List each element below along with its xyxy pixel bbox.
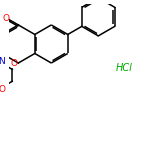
Text: O: O	[3, 14, 10, 23]
Text: O: O	[0, 85, 5, 94]
Text: N: N	[0, 57, 5, 66]
Text: O: O	[11, 58, 18, 68]
Text: HCl: HCl	[116, 63, 133, 73]
